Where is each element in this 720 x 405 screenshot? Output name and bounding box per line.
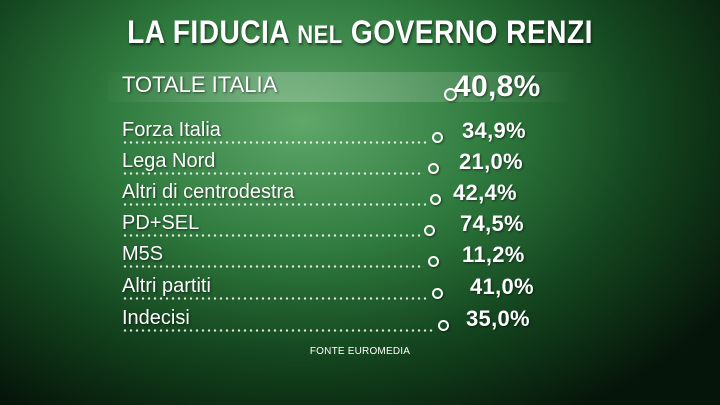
row-value: 35,0% <box>466 306 530 331</box>
row-value: 11,2% <box>462 242 525 267</box>
bullet-circle-icon <box>444 88 457 101</box>
row-label: M5S <box>122 243 164 265</box>
total-row-highlight <box>108 72 578 102</box>
dotted-leader <box>122 297 428 300</box>
row-value: 34,9% <box>462 118 526 143</box>
dotted-leader <box>122 234 420 237</box>
bullet-circle-icon <box>432 132 443 143</box>
dotted-leader <box>122 203 426 206</box>
row-label: TOTALE ITALIA <box>122 72 278 97</box>
dotted-leader <box>122 329 434 332</box>
bullet-circle-icon <box>424 225 435 236</box>
dotted-leader <box>122 265 424 268</box>
dotted-leader <box>122 172 424 175</box>
bullet-circle-icon <box>428 163 439 174</box>
row-value: 40,8% <box>454 70 541 103</box>
title-part-1: LA FIDUCIA <box>127 14 290 50</box>
row-label: Lega Nord <box>122 150 216 172</box>
table-row: PD+SEL 74,5% <box>122 207 542 237</box>
table-row: Lega Nord 21,0% <box>122 145 542 175</box>
bullet-circle-icon <box>430 194 441 205</box>
total-row: TOTALE ITALIA 40,8% <box>122 70 542 103</box>
row-label: Altri di centrodestra <box>122 181 295 203</box>
table-row: Indecisi 35,0% <box>122 302 542 332</box>
row-label: PD+SEL <box>122 212 200 234</box>
row-value: 74,5% <box>460 211 524 236</box>
row-label: Altri partiti <box>122 275 211 297</box>
bullet-circle-icon <box>438 320 449 331</box>
row-value: 41,0% <box>470 274 534 299</box>
table-row: Altri di centrodestra 42,4% <box>122 176 542 206</box>
source-note: FONTE EUROMEDIA <box>309 346 411 357</box>
table-row: Forza Italia 34,9% <box>122 114 542 144</box>
row-value: 42,4% <box>453 180 517 205</box>
bullet-circle-icon <box>432 288 443 299</box>
row-label: Forza Italia <box>122 119 221 141</box>
table-row: Altri partiti 41,0% <box>122 270 542 300</box>
dotted-leader <box>122 141 428 144</box>
bullet-circle-icon <box>428 256 439 267</box>
title-part-3: GOVERNO RENZI <box>350 14 593 50</box>
row-label: Indecisi <box>122 307 190 329</box>
chart-title: LA FIDUCIA NEL GOVERNO RENZI <box>43 14 677 51</box>
row-value: 21,0% <box>459 149 523 174</box>
title-part-2: NEL <box>297 21 343 49</box>
table-row: M5S 11,2% <box>122 238 542 268</box>
